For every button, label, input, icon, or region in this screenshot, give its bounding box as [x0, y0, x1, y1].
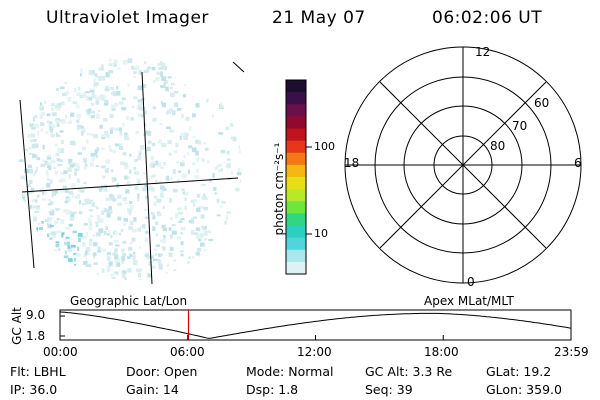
- info-filter: Flt: LBHL: [10, 364, 66, 379]
- mlt-label-0: 0: [467, 275, 475, 289]
- info-gain: Gain: 14: [126, 382, 179, 397]
- uv-image: [18, 58, 245, 285]
- graticule-parallel: [21, 177, 239, 193]
- orbit-xtick-label-4: 23:59: [554, 345, 589, 359]
- color-bar-segment: [286, 177, 306, 190]
- mlat-label-70: 70: [512, 119, 528, 133]
- info-glat: GLat: 19.2: [486, 364, 552, 379]
- orbit-xtick-label-1: 06:00: [170, 345, 205, 359]
- mlt-label-18: 18: [344, 156, 360, 170]
- info-seq: Seq: 39: [365, 382, 413, 397]
- orbit-xtick-label-0: 00:00: [43, 345, 78, 359]
- time-label: 06:02:06 UT: [432, 8, 543, 28]
- polar-grid: [344, 46, 582, 284]
- color-bar-segment: [286, 213, 306, 227]
- orbit-plot: [59, 309, 572, 341]
- graticule-meridian-center: [141, 71, 153, 285]
- graticule-fragment: [232, 61, 245, 73]
- color-bar-segment: [286, 92, 306, 105]
- mlat-label-60: 60: [534, 96, 550, 110]
- color-bar-label-100: 100: [314, 140, 335, 153]
- orbit-ytick-label-top: 9.0: [26, 308, 46, 322]
- info-glon: GLon: 359.0: [486, 382, 562, 397]
- mlt-label-12: 12: [475, 45, 491, 59]
- color-bar-segment: [286, 189, 306, 202]
- uv-emission-speckles: [18, 58, 242, 280]
- date-label: 21 May 07: [272, 8, 366, 28]
- info-door: Door: Open: [126, 364, 198, 379]
- orbit-altitude-curve: [59, 311, 572, 339]
- mlt-label-6: 6: [574, 156, 582, 170]
- graticule-meridian-left: [19, 99, 35, 269]
- info-dsp: Dsp: 1.8: [246, 382, 299, 397]
- color-bar-segment: [286, 261, 306, 275]
- color-bar-segment: [286, 116, 306, 130]
- color-bar-segment: [286, 164, 306, 178]
- polar-diagonal-b: [379, 81, 547, 249]
- color-bar-segment: [286, 152, 306, 166]
- mlat-label-80: 80: [490, 139, 506, 153]
- orbit-xtick-label-3: 18:00: [424, 345, 459, 359]
- color-bar-segment: [286, 80, 306, 93]
- color-bar-segment: [286, 104, 306, 117]
- color-bar-label-10: 10: [314, 227, 328, 240]
- color-bar-unit-label: photon cm⁻²s⁻¹: [272, 142, 286, 236]
- color-bar: [285, 79, 312, 275]
- info-ip: IP: 36.0: [10, 382, 58, 397]
- color-bar-segment: [286, 237, 306, 251]
- info-gc-alt: GC Alt: 3.3 Re: [365, 364, 453, 379]
- color-bar-frame: [285, 79, 307, 275]
- orbit-right-caption: Apex MLat/MLT: [424, 294, 514, 308]
- color-bar-segment: [286, 201, 306, 214]
- instrument-title: Ultraviolet Imager: [46, 8, 209, 28]
- info-mode: Mode: Normal: [246, 364, 334, 379]
- orbit-left-caption: Geographic Lat/Lon: [70, 294, 188, 308]
- color-bar-segment: [286, 128, 306, 142]
- orbit-ylabel: GC Alt: [10, 307, 24, 345]
- color-bar-segment: [286, 249, 306, 263]
- color-bar-segment: [286, 140, 306, 154]
- orbit-xtick-label-2: 12:00: [297, 345, 332, 359]
- color-bar-segment: [286, 225, 306, 239]
- orbit-ytick-label-bottom: 1.8: [26, 329, 46, 343]
